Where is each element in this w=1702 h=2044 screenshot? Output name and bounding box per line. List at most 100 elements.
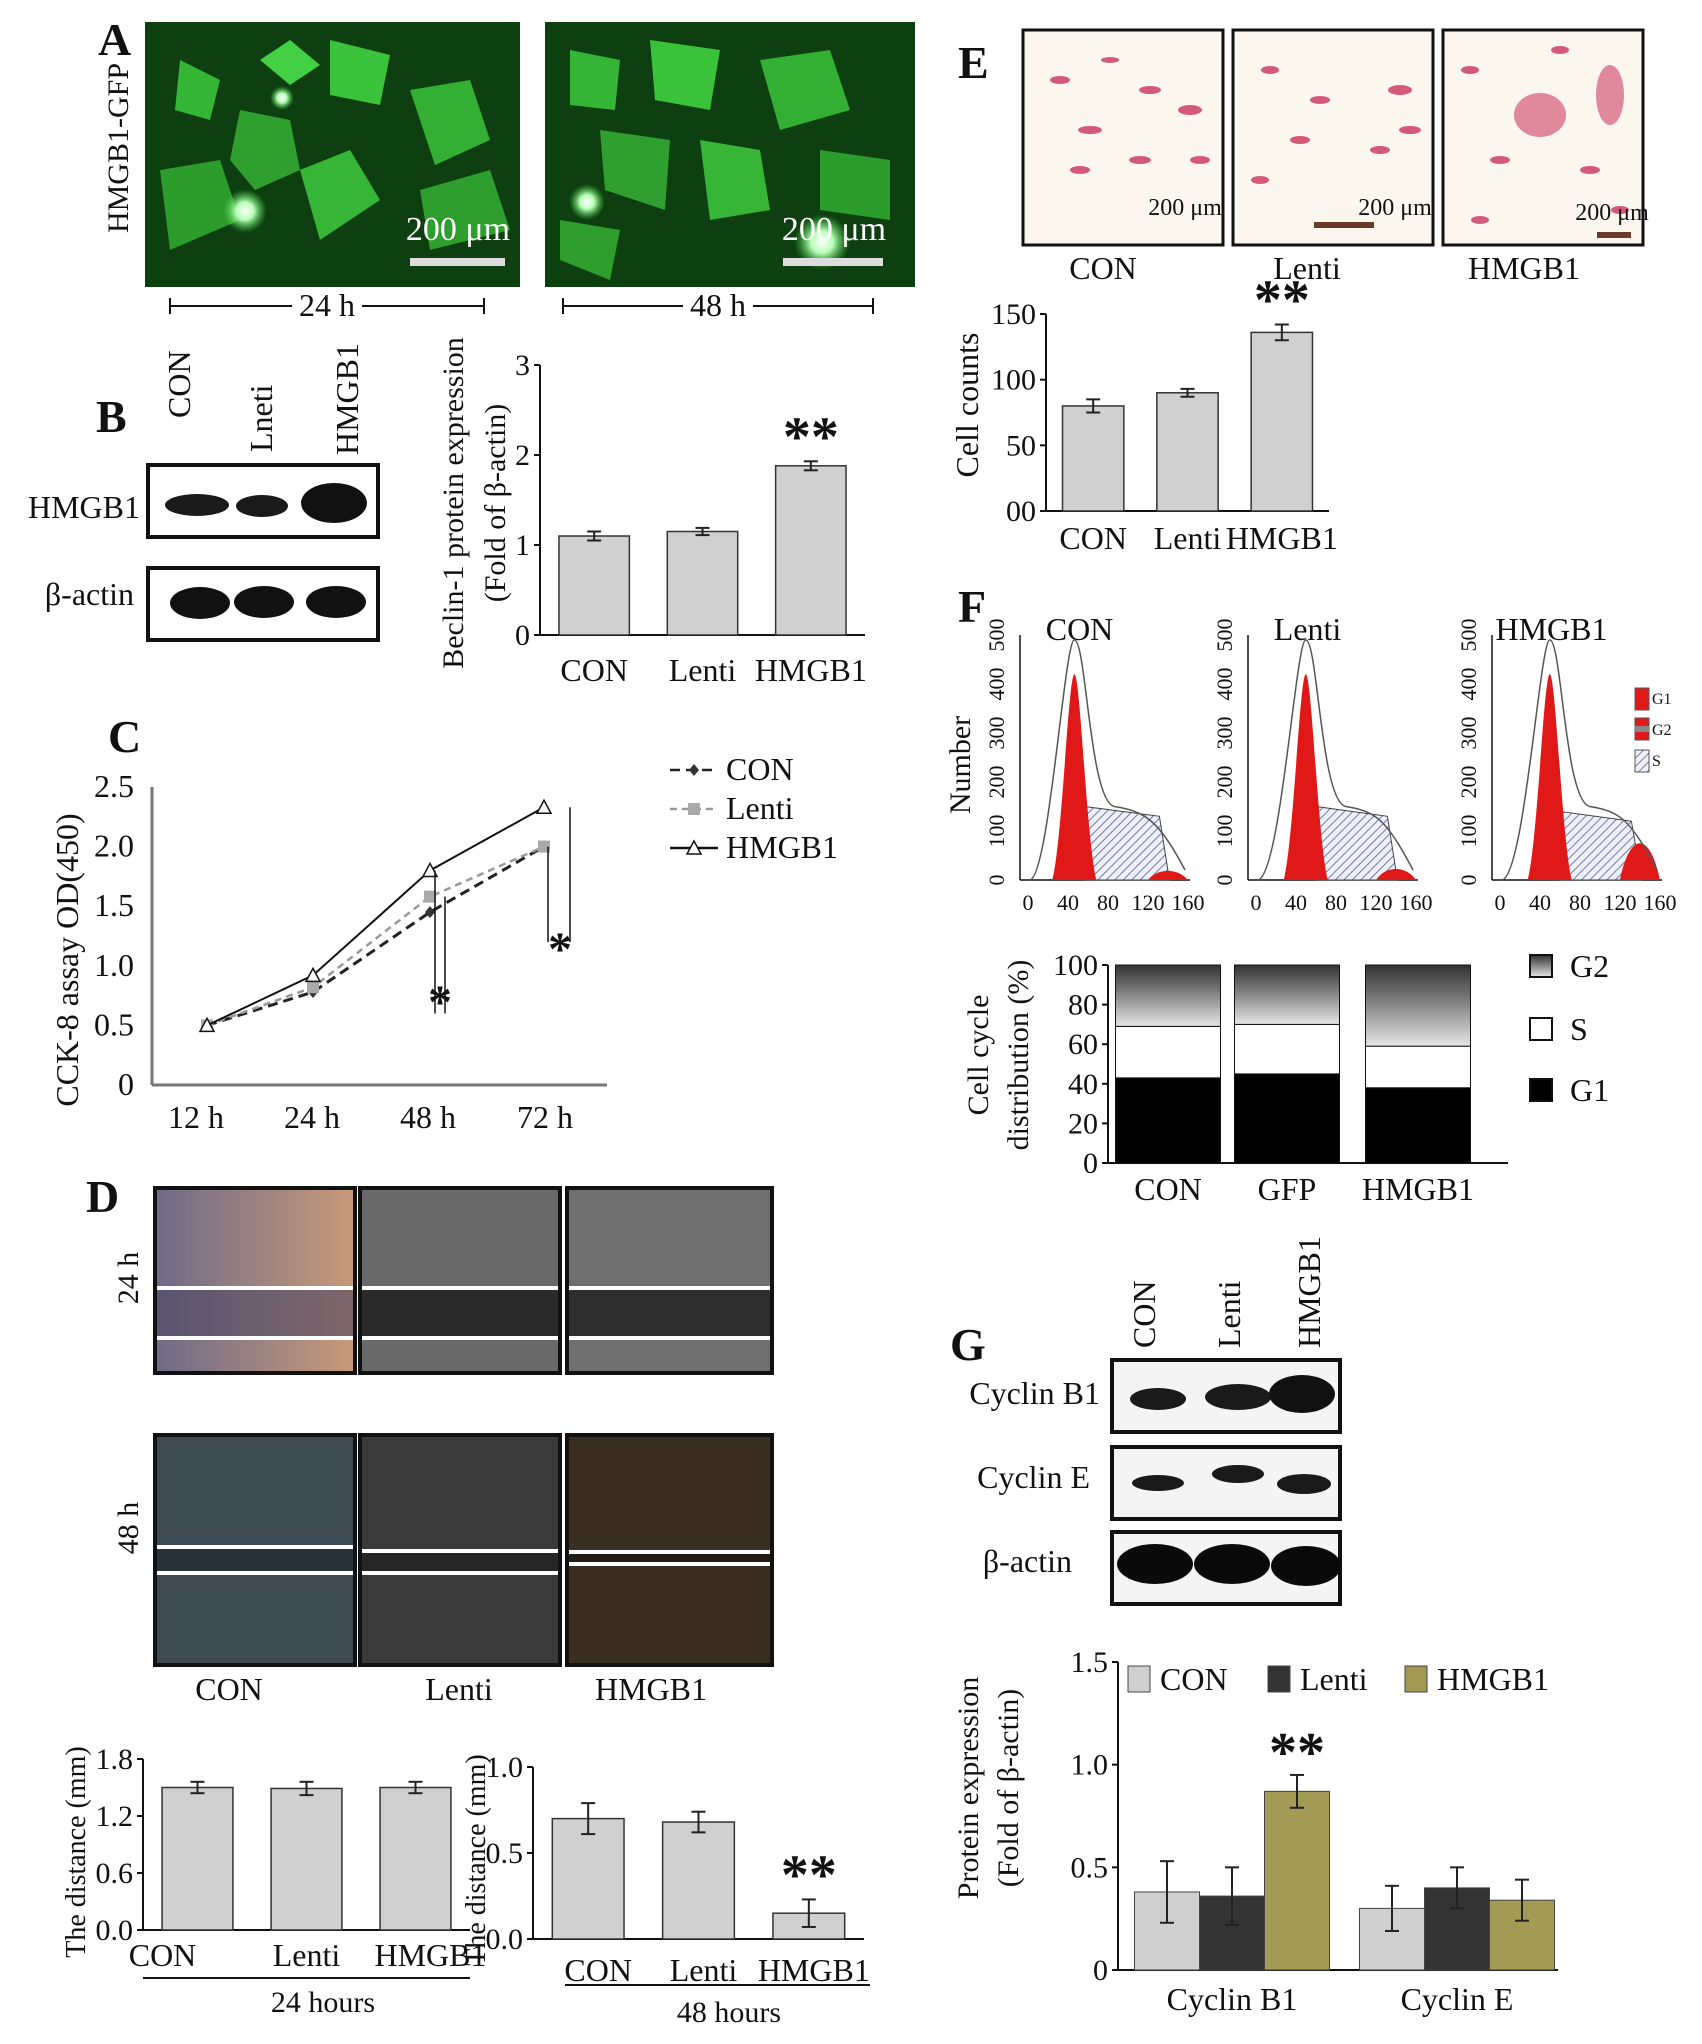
cck8-significance: * [428, 976, 452, 1029]
cellcycle-legend-swatch [1529, 954, 1553, 978]
hist-legend: G1 G2 S [1634, 687, 1672, 773]
blot-row-label-actin: β-actin [45, 576, 134, 612]
beclin-ylabel-1: Beclin-1 protein expression [437, 337, 470, 669]
cellcycle-segment-g2 [1365, 964, 1471, 1047]
cck8-y-tick-label: 1.5 [94, 887, 134, 923]
cellcounts-y-tick-label: 150 [991, 298, 1036, 331]
hist-y-tick-label: 0 [1212, 875, 1237, 886]
cellcycle-ylabel-1: Cell cycle [962, 995, 995, 1116]
distance48-bar [661, 1821, 736, 1940]
hist-x-tick-label: 0 [1251, 890, 1262, 915]
hist-y-tick-label: 300 [984, 717, 1009, 750]
cellcycle-segment-g2 [1234, 964, 1340, 1025]
beclin-y-tick-label: 3 [515, 349, 530, 382]
wound-col-label-lenti: Lenti [425, 1671, 493, 1707]
hist-y-tick-label: 100 [984, 815, 1009, 848]
cck8-point-hmgb1 [304, 966, 322, 983]
cellcounts-bar [1156, 392, 1219, 512]
panel-e: 200 μm 200 μm 200 μm CON Lenti HMGB1 Cel… [949, 28, 1649, 556]
hist-y-tick-label: 0 [1456, 875, 1481, 886]
cck8-point-hmgb1 [535, 798, 553, 815]
cellcounts-bar [1250, 331, 1314, 512]
cellcounts-x-tick-label: CON [1059, 520, 1127, 556]
hist-ylabel: Number [944, 716, 977, 814]
distance48-y-tick-label: 0.5 [486, 1837, 524, 1870]
cellcycle-x-tick-label: HMGB1 [1362, 1171, 1474, 1207]
cellcycle-legend-label: S [1570, 1011, 1588, 1047]
cck8-ylabel: CCK-8 assay OD(450) [49, 813, 85, 1106]
hist-g2-peak [1375, 868, 1416, 880]
protein-ylabel-2: (Fold of β-actin) [992, 1689, 1025, 1888]
cck8-legend-marker [685, 839, 703, 855]
cellcounts-y-tick-label: 50 [1006, 429, 1036, 462]
cck8-line-lenti [206, 845, 545, 1027]
distance48-significance: ** [781, 1844, 837, 1906]
time-bracket-24h: 24 h [169, 287, 485, 323]
stain-images: 200 μm 200 μm 200 μm [1021, 28, 1649, 247]
cellcounts-bar [1061, 405, 1125, 512]
wound-col-label-con: CON [195, 1671, 263, 1707]
panel-label-e: E [958, 37, 989, 88]
hist-y-tick-label: 500 [1456, 619, 1481, 652]
distance24-y-tick-label: 0.0 [96, 1914, 134, 1947]
protein-significance: ** [1269, 1722, 1325, 1784]
panel-label-d: D [86, 1171, 119, 1222]
cellcycle-segment-g1 [1365, 1087, 1471, 1164]
cck8-y-tick-label: 0 [118, 1066, 134, 1102]
cellcycle-segment-g1 [1234, 1073, 1340, 1164]
cck8-legend-marker [688, 803, 700, 815]
scale-bar-label-e3: 200 μm [1575, 200, 1649, 226]
distance48-chart: 0.0 0.5 1.0 CON Lenti HMGB1 ** [486, 1751, 870, 1988]
wound-col-label-hmgb1: HMGB1 [595, 1671, 707, 1707]
scale-bar-label-e1: 200 μm [1148, 195, 1222, 221]
hist-fit-line [1257, 639, 1414, 881]
stain-label-hmgb1: HMGB1 [1468, 250, 1580, 286]
cck8-x-tick-label: 12 h [168, 1099, 224, 1135]
panel-label-c: C [108, 711, 141, 762]
hist-title: CON [1046, 611, 1114, 647]
hist-g1-peak [1283, 674, 1328, 880]
cck8-point-lenti [424, 890, 436, 903]
cck8-y-tick-label: 1.0 [94, 947, 134, 983]
hist-x-tick-label: 40 [1285, 890, 1307, 915]
protein-x-tick-label: Cyclin B1 [1167, 1981, 1298, 2017]
cellcounts-y-tick-label: 100 [991, 364, 1036, 397]
cck8-y-tick-label: 2.0 [94, 828, 134, 864]
cck8-y-tick-label: 2.5 [94, 768, 134, 804]
panel-label-b: B [96, 391, 127, 442]
cellcycle-legend-label: G1 [1570, 1072, 1609, 1108]
lane-label-hmgb1: HMGB1 [329, 343, 365, 455]
protein-x-tick-label: Cyclin E [1401, 1981, 1514, 2017]
distance24-x-tick-label: CON [129, 1937, 197, 1973]
hist-g2-peak [1619, 843, 1660, 880]
cellcycle-x-tick-label: CON [1134, 1171, 1202, 1207]
hist-x-tick-label: 120 [1360, 890, 1393, 915]
hist-x-tick-label: 160 [1644, 890, 1677, 915]
beclin-ylabel-2: (Fold of β-actin) [479, 404, 512, 603]
cellcounts-x-tick-label: HMGB1 [1226, 520, 1338, 556]
hist-x-tick-label: 40 [1057, 890, 1079, 915]
wound-row-label-24h: 24 h [112, 1252, 145, 1305]
cellcounts-ylabel: Cell counts [949, 333, 985, 478]
scale-bar-label-e2: 200 μm [1358, 195, 1432, 221]
cellcycle-x-tick-label: GFP [1258, 1171, 1317, 1207]
hist-x-tick-label: 120 [1604, 890, 1637, 915]
hist-legend-s: S [1652, 753, 1661, 770]
cellcycle-y-tick-label: 0 [1083, 1147, 1098, 1180]
cellcycle-segment-s [1115, 1025, 1221, 1079]
cellcycle-segment-g2 [1115, 964, 1221, 1027]
cellcounts-x-tick-label: Lenti [1154, 520, 1222, 556]
panel-g: CON Lenti HMGB1 Cyclin B1 Cyclin E β-act… [952, 1236, 1558, 2017]
beclin-x-tick-label: CON [560, 652, 628, 688]
cck8-point-hmgb1 [198, 1016, 216, 1033]
cck8-legend-marker [689, 764, 699, 776]
hist-x-tick-label: 80 [1569, 890, 1591, 915]
cck8-legend-label: CON [726, 751, 794, 787]
distance24-bar [161, 1786, 234, 1931]
distance24-x-tick-label: Lenti [273, 1937, 341, 1973]
protein-ylabel-1: Protein expression [952, 1677, 985, 1899]
cellcycle-y-tick-label: 20 [1068, 1107, 1098, 1140]
gfp-image-24h: 200 μm [145, 22, 520, 287]
